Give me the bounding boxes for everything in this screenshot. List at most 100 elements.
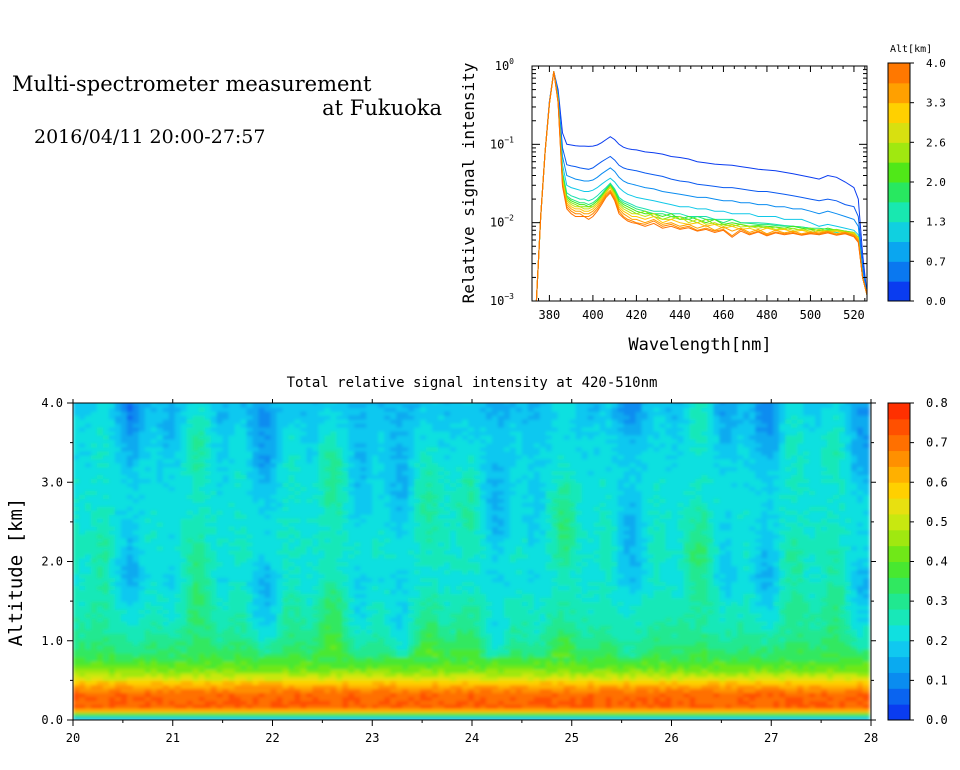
heatmap-cell xyxy=(264,561,272,567)
heatmap-cell xyxy=(342,644,350,650)
heatmap-cell xyxy=(402,426,409,432)
heatmap-cell xyxy=(432,450,439,456)
heatmap-cell xyxy=(306,620,314,626)
heatmap-cell xyxy=(132,521,140,527)
heatmap-cell xyxy=(186,573,194,579)
heatmap-cell xyxy=(144,422,152,428)
altitude-colorbar-cell xyxy=(888,122,910,143)
heatmap-cell xyxy=(234,430,242,436)
heatmap-cell xyxy=(156,545,164,551)
heatmap-cell xyxy=(276,525,284,531)
heatmap-cell xyxy=(246,593,254,598)
heatmap-cell xyxy=(192,585,200,591)
heatmap-cell xyxy=(396,521,403,527)
heatmap-cell xyxy=(126,577,134,583)
heatmap-cell xyxy=(270,561,278,567)
heatmap-cell xyxy=(294,553,302,559)
heatmap-cell xyxy=(420,632,427,638)
heatmap-cell xyxy=(366,494,374,499)
heatmap-cell xyxy=(390,533,397,539)
heatmap-cell xyxy=(324,597,332,602)
heatmap-cell xyxy=(426,585,433,591)
heatmap-cell xyxy=(102,688,110,694)
heatmap-cell xyxy=(198,672,206,678)
heatmap-cell xyxy=(162,422,170,428)
heatmap-cell xyxy=(234,704,242,709)
heatmap-cell xyxy=(144,660,152,666)
heatmap-cell xyxy=(96,438,104,444)
heatmap-cell xyxy=(85,597,92,602)
heatmap-cell xyxy=(390,521,397,527)
heatmap-cell xyxy=(96,514,104,519)
heatmap-cell xyxy=(96,478,104,484)
heatmap-cell xyxy=(372,494,379,499)
heatmap-cell xyxy=(240,672,248,678)
heatmap-cell xyxy=(126,593,134,598)
heatmap-cell xyxy=(420,561,427,567)
heatmap-cell xyxy=(354,601,362,606)
heatmap-cell xyxy=(288,632,296,638)
heatmap-cell xyxy=(180,628,188,634)
heatmap-cell xyxy=(85,589,92,594)
heatmap-cell xyxy=(210,605,218,610)
heatmap-cell xyxy=(91,609,98,614)
heatmap-cell xyxy=(306,478,314,484)
heatmap-cell xyxy=(79,624,86,630)
heatmap-cell xyxy=(234,640,242,646)
heatmap-cell xyxy=(408,478,415,484)
heatmap-cell xyxy=(402,474,409,480)
heatmap-cell xyxy=(258,549,266,555)
heatmap-cell xyxy=(408,609,415,614)
heatmap-cell xyxy=(294,597,302,602)
heatmap-cell xyxy=(372,589,379,594)
heatmap-cell xyxy=(360,652,368,658)
heatmap-cell xyxy=(216,545,224,551)
heatmap-cell xyxy=(270,533,278,539)
heatmap-cell xyxy=(300,446,308,452)
heatmap-cell xyxy=(372,597,379,602)
heatmap-cell xyxy=(336,585,344,591)
heatmap-cell xyxy=(288,486,296,491)
heatmap-cell xyxy=(348,482,356,488)
heatmap-cell xyxy=(192,407,200,412)
heatmap-cell xyxy=(192,517,200,523)
heatmap-cell xyxy=(414,541,421,547)
heatmap-cell xyxy=(366,553,374,559)
heatmap-cell xyxy=(91,692,98,698)
heatmap-cell xyxy=(85,490,92,495)
heatmap-cell xyxy=(79,478,86,484)
heatmap-cell xyxy=(300,569,308,575)
heatmap-cell xyxy=(396,541,403,547)
heatmap-cell xyxy=(91,494,98,499)
heatmap-cell xyxy=(324,712,332,717)
heatmap-cell xyxy=(138,502,146,507)
heatmap-cell xyxy=(420,680,427,686)
heatmap-cell xyxy=(342,410,350,416)
heatmap-cell xyxy=(402,624,409,630)
heatmap-cell xyxy=(288,458,296,464)
heatmap-cell xyxy=(79,529,86,535)
heatmap-cell xyxy=(252,644,260,650)
heatmap-cell xyxy=(318,652,326,658)
heatmap-cell xyxy=(126,442,134,448)
heatmap-cell xyxy=(270,434,278,440)
heatmap-cell xyxy=(378,692,385,698)
heatmap-cell xyxy=(378,458,385,464)
heatmap-cell xyxy=(234,644,242,650)
heatmap-cell xyxy=(366,597,374,602)
altitude-colorbar-tick-label: 2.6 xyxy=(926,136,946,149)
heatmap-cell xyxy=(294,410,302,416)
heatmap-cell xyxy=(204,529,212,535)
heatmap-cell xyxy=(372,716,379,720)
heatmap-cell xyxy=(282,640,290,646)
heatmap-cell xyxy=(204,676,212,682)
heatmap-cell xyxy=(132,700,140,705)
heatmap-cell xyxy=(180,494,188,499)
heatmap-cell xyxy=(342,462,350,468)
heatmap-cell xyxy=(198,684,206,690)
heatmap-cell xyxy=(79,442,86,448)
heatmap-cell xyxy=(372,541,379,547)
heatmap-cell xyxy=(258,632,266,638)
heatmap-cell xyxy=(192,478,200,484)
heatmap-cell xyxy=(366,549,374,555)
